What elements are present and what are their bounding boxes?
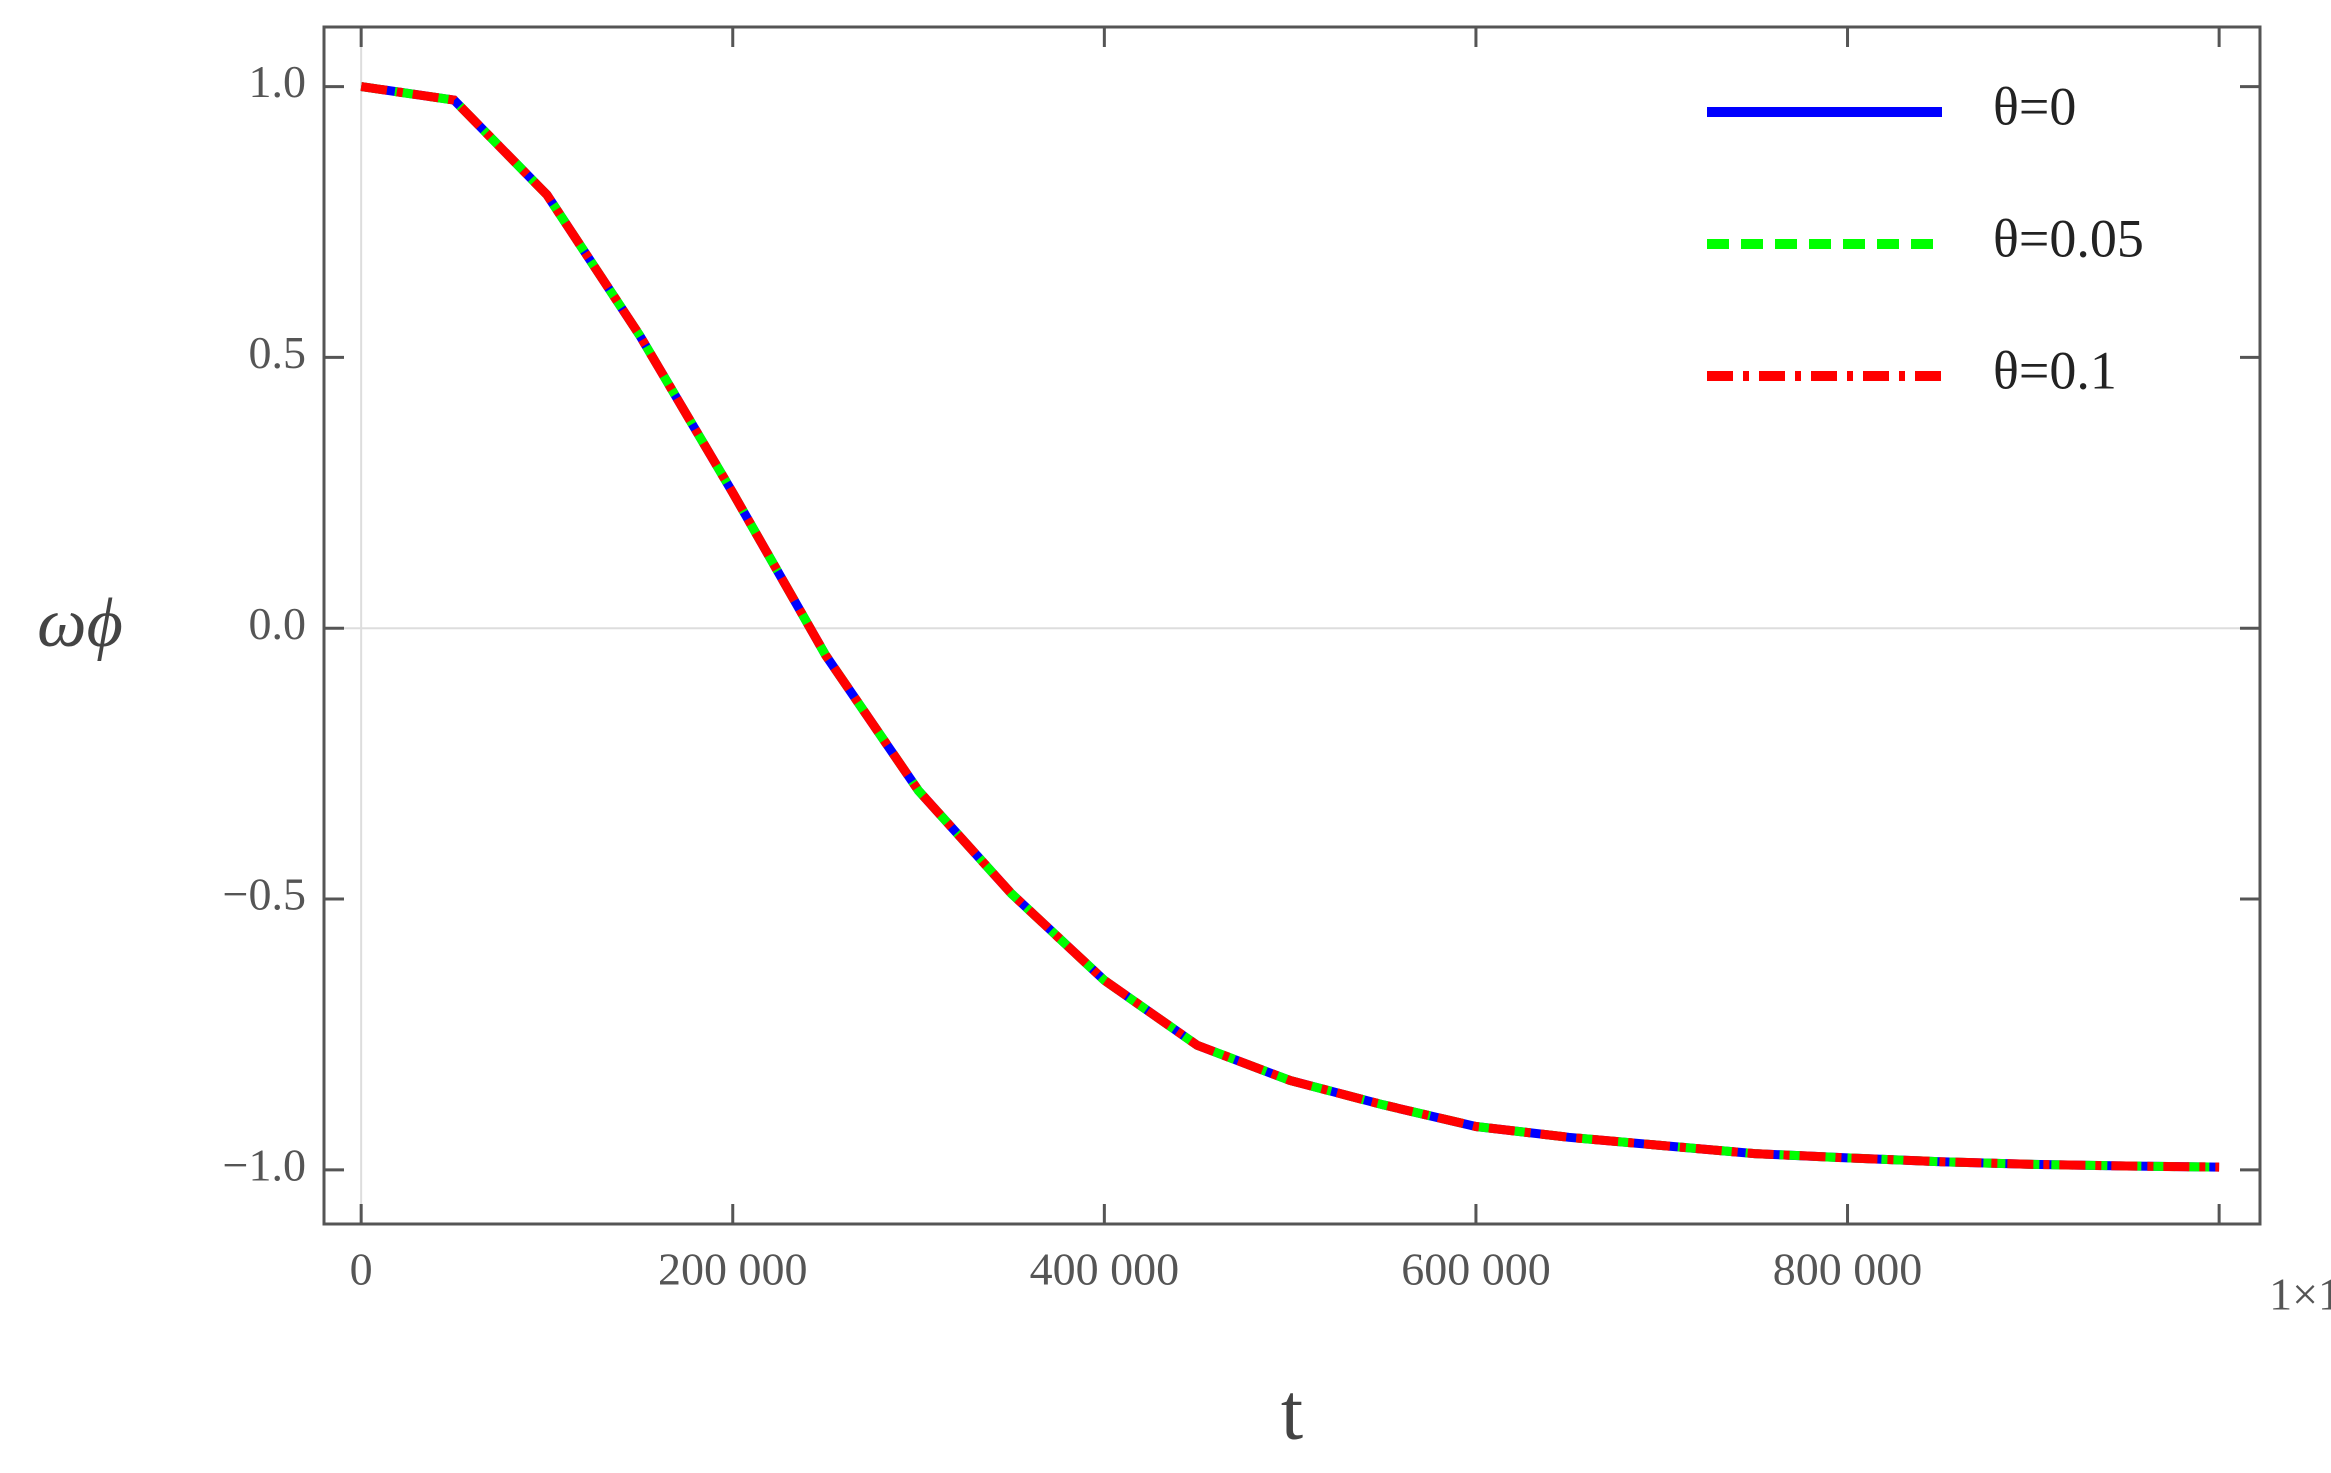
plot-frame [322, 25, 2262, 1226]
x-tick-label: 800 000 [1773, 1244, 1923, 1295]
legend-label: θ=0.05 [1993, 208, 2144, 268]
x-tick-label: 200 000 [658, 1244, 808, 1295]
x-tick-label: 0 [350, 1244, 373, 1295]
y-tick-label: 0.0 [249, 598, 307, 649]
y-axis-title: ωϕ [37, 585, 123, 662]
y-tick-label: −0.5 [223, 869, 306, 920]
series-line [360, 82, 2220, 1172]
y-tick-label: −1.0 [223, 1139, 306, 1190]
legend-label: θ=0.1 [1993, 340, 2117, 400]
y-tick-label: 1.0 [249, 56, 307, 107]
series-line [360, 82, 2220, 1172]
legend-label: θ=0 [1993, 76, 2076, 136]
x-tick-label: 400 000 [1030, 1244, 1180, 1295]
x-tick-label: 600 000 [1401, 1244, 1551, 1295]
x-axis-title: t [1281, 1368, 1303, 1456]
y-tick-label: 0.5 [249, 327, 307, 378]
x-tick-label: 1×10⁶ [2269, 1269, 2331, 1320]
series-line [360, 82, 2220, 1172]
